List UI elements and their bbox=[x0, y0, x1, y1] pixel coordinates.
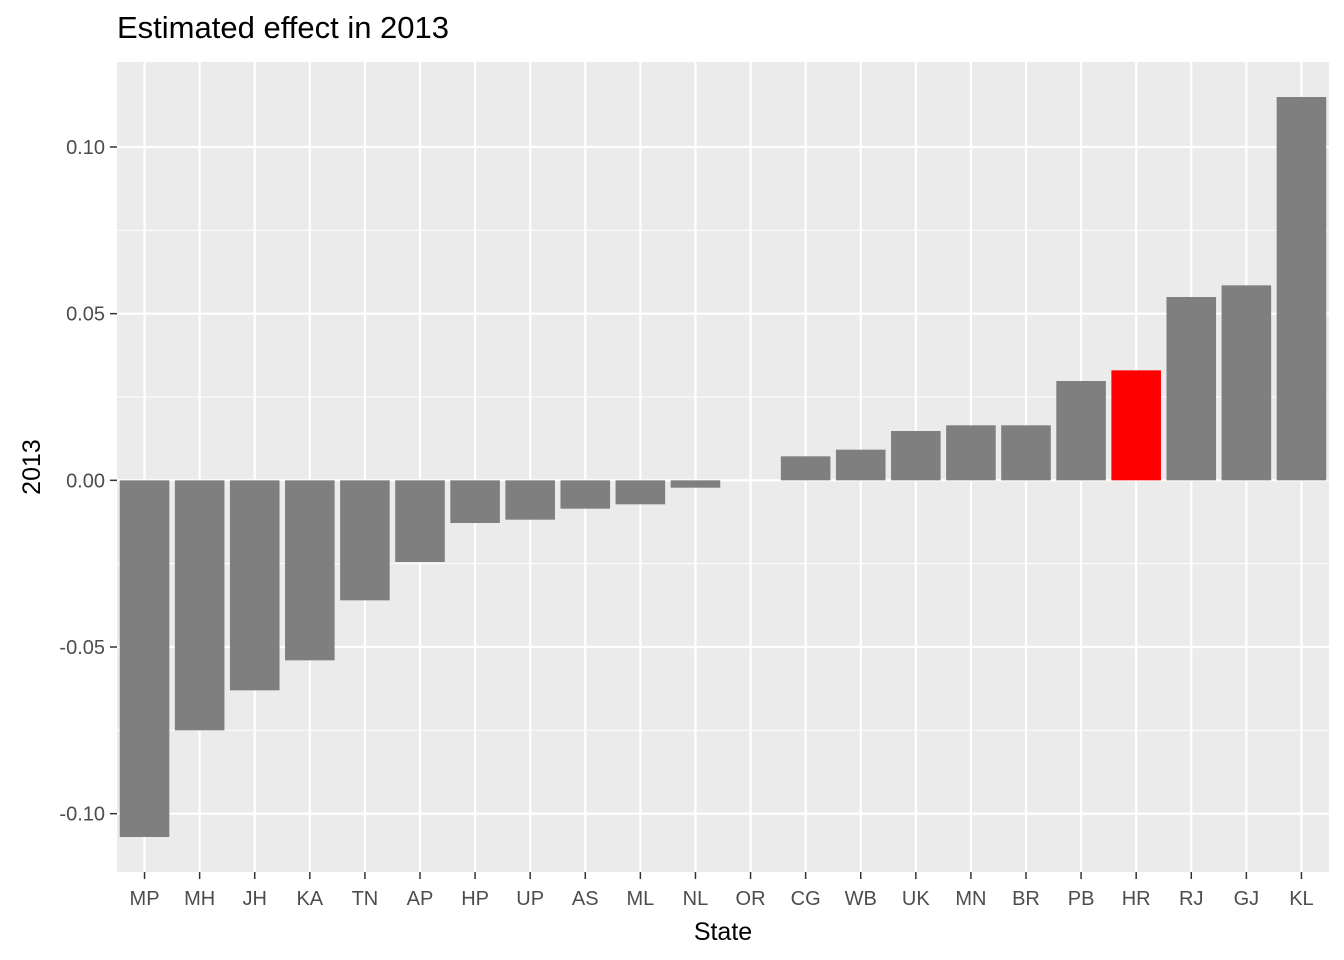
bar-hr bbox=[1111, 370, 1161, 481]
x-tick-label: HP bbox=[461, 888, 489, 910]
x-tick-label: KA bbox=[296, 888, 323, 910]
x-tick-label: NL bbox=[683, 888, 709, 910]
bar-br bbox=[1001, 425, 1051, 481]
x-tick-label: AS bbox=[572, 888, 599, 910]
x-tick-label: WB bbox=[845, 888, 877, 910]
x-tick-label: AP bbox=[407, 888, 434, 910]
x-tick-label: JH bbox=[243, 888, 267, 910]
bar-tn bbox=[340, 480, 390, 601]
x-tick-label: MN bbox=[955, 888, 986, 910]
bar-uk bbox=[891, 431, 941, 481]
bar-hp bbox=[450, 480, 500, 523]
y-tick-label: -0.05 bbox=[59, 637, 105, 659]
y-axis-title: 2013 bbox=[18, 439, 46, 495]
y-tick-label: 0.10 bbox=[66, 137, 105, 159]
x-tick-label: GJ bbox=[1234, 888, 1260, 910]
x-tick-label: CG bbox=[791, 888, 821, 910]
bar-gj bbox=[1221, 285, 1272, 481]
x-tick-label: MP bbox=[130, 888, 160, 910]
x-axis: MP MH JH KA TN AP HP UP AS ML NL OR CG WB UK MN BR PB HR RJ… bbox=[130, 872, 1314, 910]
bar-wb bbox=[835, 449, 886, 481]
x-tick-label: OR bbox=[736, 888, 766, 910]
x-axis-title: State bbox=[694, 918, 752, 946]
x-tick-label: PB bbox=[1068, 888, 1095, 910]
y-axis: -0.10 -0.05 0.00 0.05 0.10 bbox=[59, 137, 117, 826]
x-tick-label: KL bbox=[1289, 888, 1313, 910]
bar-up bbox=[505, 480, 555, 520]
x-tick-label: UK bbox=[902, 888, 930, 910]
bar-ml bbox=[615, 480, 666, 505]
y-tick-label: 0.00 bbox=[66, 470, 105, 492]
bar-rj bbox=[1166, 297, 1217, 481]
bar-mh bbox=[174, 480, 225, 731]
y-tick-label: -0.10 bbox=[59, 804, 105, 826]
x-tick-label: UP bbox=[516, 888, 544, 910]
x-tick-label: MH bbox=[184, 888, 215, 910]
chart-title: Estimated effect in 2013 bbox=[117, 10, 450, 45]
x-tick-label: HR bbox=[1122, 888, 1151, 910]
bar-ka bbox=[285, 480, 335, 661]
bar-as bbox=[560, 480, 611, 509]
bar-ap bbox=[395, 480, 445, 562]
bar-mn bbox=[946, 425, 996, 481]
x-tick-label: TN bbox=[352, 888, 379, 910]
bar-cg bbox=[780, 456, 831, 481]
bars bbox=[119, 97, 1327, 837]
bar-mp bbox=[119, 480, 170, 837]
x-tick-label: RJ bbox=[1179, 888, 1203, 910]
x-tick-label: ML bbox=[626, 888, 654, 910]
bar-jh bbox=[229, 480, 280, 691]
bar-kl bbox=[1276, 97, 1327, 481]
bar-pb bbox=[1056, 381, 1106, 481]
bar-nl bbox=[670, 480, 721, 488]
y-tick-label: 0.05 bbox=[66, 304, 105, 326]
x-tick-label: BR bbox=[1012, 888, 1040, 910]
